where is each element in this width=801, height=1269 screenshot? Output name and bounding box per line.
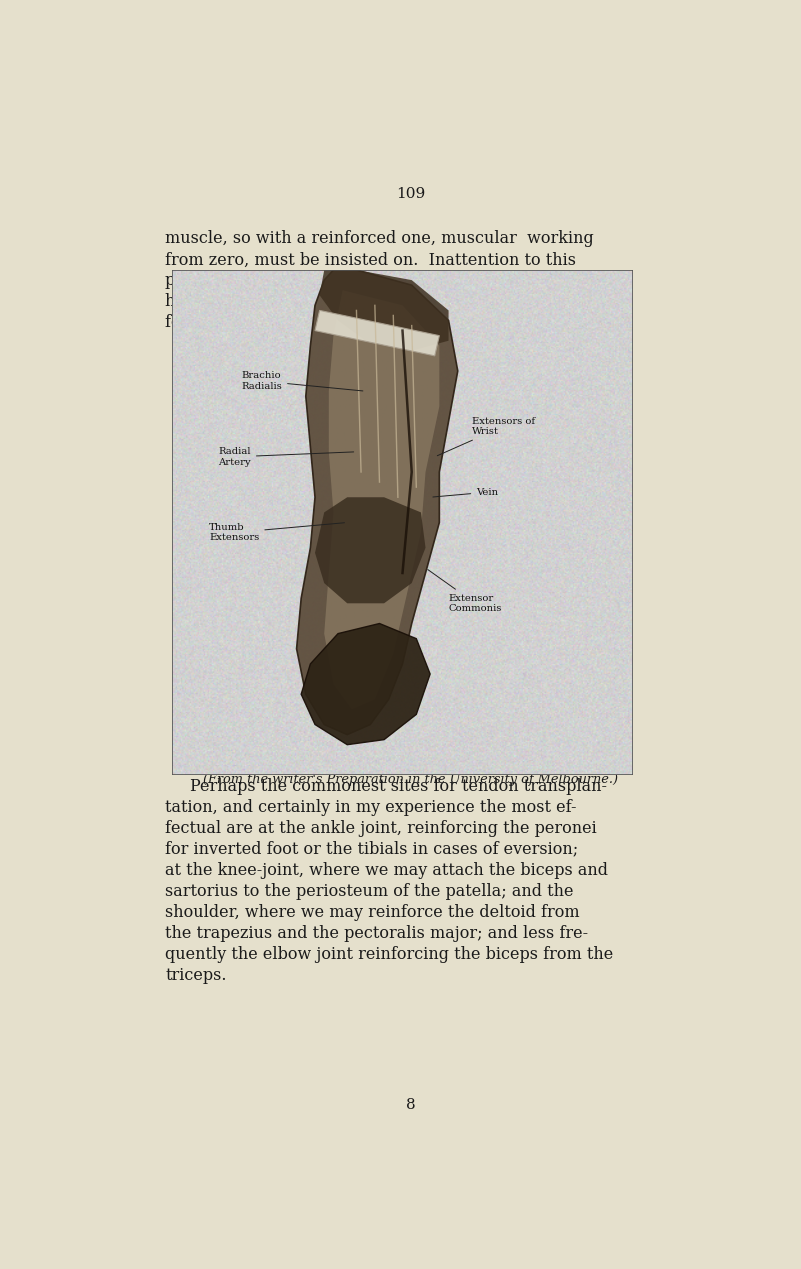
Text: Dissection to show the Relations on the Radial Side and Back: Dissection to show the Relations on the … [198,736,623,750]
Text: quently the elbow joint reinforcing the biceps from the: quently the elbow joint reinforcing the … [165,945,614,963]
Polygon shape [296,270,458,735]
Text: Vein: Vein [433,487,498,497]
Text: tation, and certainly in my experience the most ef-: tation, and certainly in my experience t… [165,798,577,816]
Text: fectual are at the ankle joint, reinforcing the peronei: fectual are at the ankle joint, reinforc… [165,820,597,836]
Text: Extensors of
Wrist: Extensors of Wrist [437,416,535,456]
Text: 109: 109 [396,188,425,202]
Text: muscle, so with a reinforced one, muscular  working: muscle, so with a reinforced one, muscul… [165,231,594,247]
Text: 8: 8 [405,1098,416,1112]
Polygon shape [320,270,449,350]
Polygon shape [315,497,425,603]
Text: here, as well as after operations on the brachial plexus: here, as well as after operations on the… [165,293,614,311]
Text: for inverted foot or the tibials in cases of eversion;: for inverted foot or the tibials in case… [165,840,578,858]
Polygon shape [324,291,440,709]
Polygon shape [315,311,440,355]
Text: triceps.: triceps. [165,967,227,983]
Text: Thumb
Extensors: Thumb Extensors [209,523,344,542]
Text: Brachio
Radialis: Brachio Radialis [241,372,363,391]
Text: shoulder, where we may reinforce the deltoid from: shoulder, where we may reinforce the del… [165,904,580,921]
Text: sartorius to the periosteum of the patella; and the: sartorius to the periosteum of the patel… [165,883,574,900]
Text: from zero, must be insisted on.  Inattention to this: from zero, must be insisted on. Inattent… [165,251,576,269]
Text: Perhaps the commonest sites for tendon transplan-: Perhaps the commonest sites for tendon t… [190,778,607,794]
Text: the trapezius and the pectoralis major; and less fre-: the trapezius and the pectoralis major; … [165,925,589,942]
Text: (From the writer's Preparation in the University of Melbourne.): (From the writer's Preparation in the Un… [203,773,618,787]
Text: at the knee-joint, where we may attach the biceps and: at the knee-joint, where we may attach t… [165,862,608,878]
Text: Radial
Artery: Radial Artery [218,447,354,467]
Text: point is undoubtedly the cause of much non-success: point is undoubtedly the cause of much n… [165,273,590,289]
Text: of the Wrist.: of the Wrist. [368,753,453,766]
Polygon shape [301,623,430,745]
Text: for birth palsies.: for birth palsies. [165,315,300,331]
Text: Extensor
Commonis: Extensor Commonis [428,570,502,613]
